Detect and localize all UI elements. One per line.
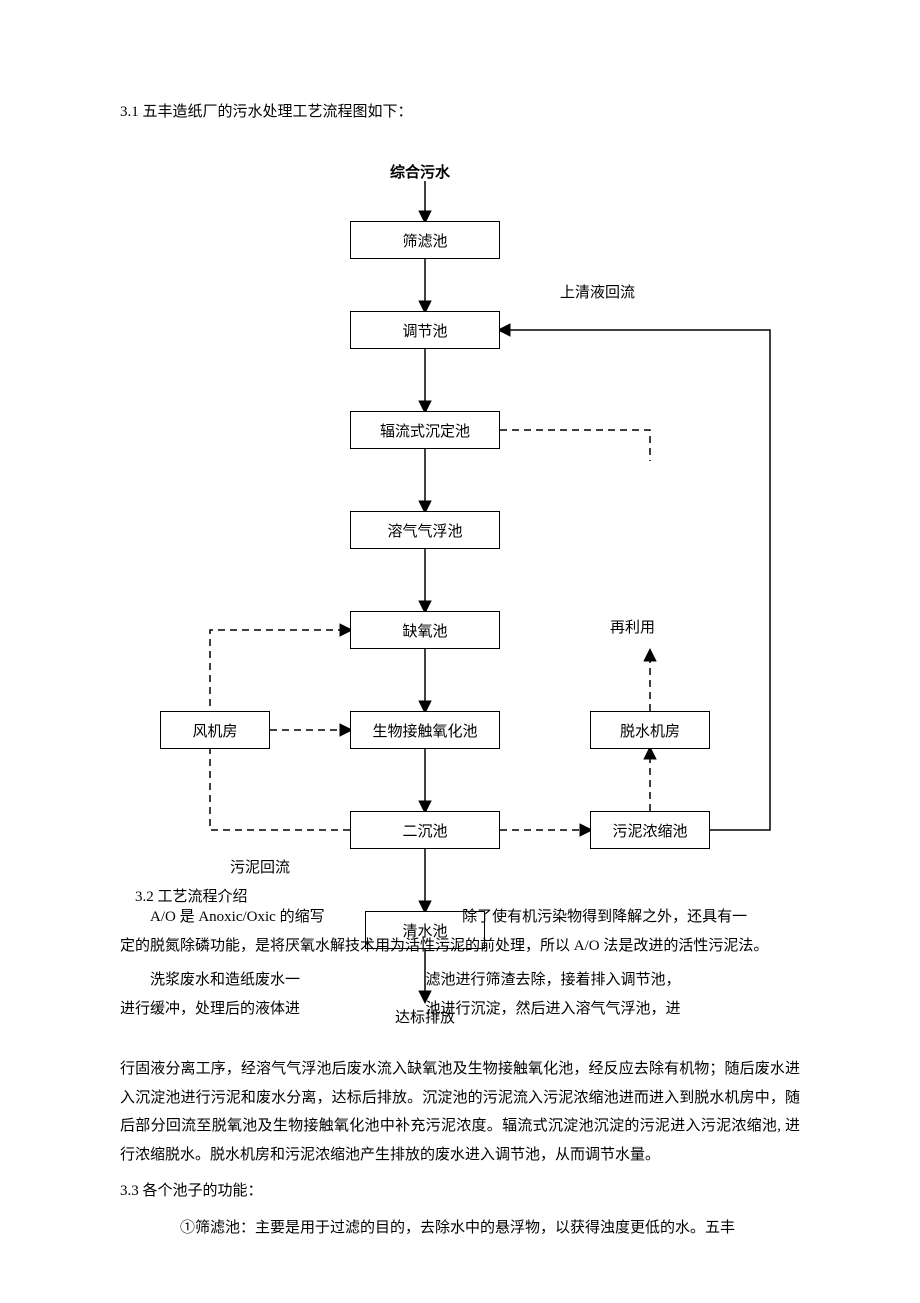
flow-start-label: 综合污水	[390, 161, 450, 182]
para2-line1: 洗浆废水和造纸废水一 滤池进行筛渣去除，接着排入调节池，	[120, 966, 800, 995]
node-anoxic: 缺氧池	[350, 611, 500, 649]
flowchart: 综合污水 筛滤池 调节池 辐流式沉定池 溶气气浮池 缺氧池 生物接触氧化池 二沉…	[120, 161, 800, 1051]
node-radial-sed: 辐流式沉定池	[350, 411, 500, 449]
node-fan-room: 风机房	[160, 711, 270, 749]
para1-line1: A/O 是 Anoxic/Oxic 的缩写 除了使有机污染物得到降解之外，还具有…	[120, 903, 800, 932]
heading-3-1: 3.1 五丰造纸厂的污水处理工艺流程图如下：	[120, 100, 800, 121]
label-reuse: 再利用	[610, 616, 655, 637]
node-bio-contact: 生物接触氧化池	[350, 711, 500, 749]
node-daf: 溶气气浮池	[350, 511, 500, 549]
node-dewater: 脱水机房	[590, 711, 710, 749]
node-sludge-thicken: 污泥浓缩池	[590, 811, 710, 849]
label-sludge-return: 污泥回流	[230, 856, 290, 877]
para2-line2: 进行缓冲，处理后的液体进 池进行沉淀，然后进入溶气气浮池，进	[120, 995, 800, 1024]
node-adjust-pool: 调节池	[350, 311, 500, 349]
node-secondary-sed: 二沉池	[350, 811, 500, 849]
heading-3-3: 3.3 各个池子的功能：	[120, 1179, 800, 1200]
node-screen-pool: 筛滤池	[350, 221, 500, 259]
para1-line2: 定的脱氮除磷功能，是将厌氧水解技术用为活性污泥的前处理，所以 A/O 法是改进的…	[120, 932, 800, 961]
para3: 行固液分离工序，经溶气气浮池后废水流入缺氧池及生物接触氧化池，经反应去除有机物；…	[120, 1055, 800, 1169]
label-supernatant-return: 上清液回流	[560, 281, 635, 302]
item-1: ①筛滤池：主要是用于过滤的目的，去除水中的悬浮物，以获得浊度更低的水。五丰	[120, 1214, 800, 1243]
